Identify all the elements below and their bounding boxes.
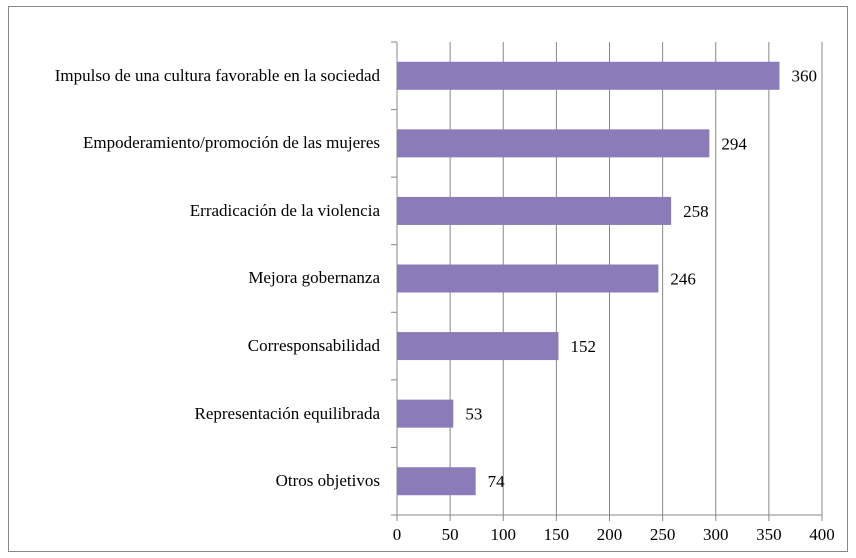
data-label: 53 [465, 405, 482, 424]
bar [397, 332, 559, 361]
y-tick-label: Representación equilibrada [194, 403, 380, 423]
bar [397, 61, 780, 90]
y-tick-label: Mejora gobernanza [248, 268, 380, 288]
y-tick-label: Impulso de una cultura favorable en la s… [54, 65, 380, 85]
y-tick-label: Otros objetivos [275, 471, 380, 491]
x-tick-label: 100 [491, 525, 517, 544]
data-label: 152 [571, 337, 597, 356]
frame [8, 6, 848, 552]
x-tick-label: 300 [703, 525, 729, 544]
y-tick-label: Empoderamiento/promoción de las mujeres [83, 133, 380, 153]
x-tick-label: 200 [597, 525, 623, 544]
bar [397, 196, 672, 225]
y-tick-label: Corresponsabilidad [247, 336, 380, 356]
x-tick-label: 350 [756, 525, 782, 544]
data-label: 246 [670, 269, 696, 288]
data-label: 294 [721, 134, 747, 153]
data-label: 74 [488, 472, 506, 491]
x-tick-label: 0 [393, 525, 402, 544]
data-label: 360 [792, 67, 818, 86]
bar [397, 129, 710, 158]
y-tick-label: Erradicación de la violencia [189, 200, 380, 220]
x-tick-label: 150 [544, 525, 570, 544]
x-tick-label: 50 [442, 525, 459, 544]
bar [397, 399, 454, 428]
bar [397, 467, 476, 496]
data-label: 258 [683, 202, 709, 221]
x-tick-label: 400 [809, 525, 835, 544]
bar [397, 264, 659, 293]
x-tick-label: 250 [650, 525, 676, 544]
